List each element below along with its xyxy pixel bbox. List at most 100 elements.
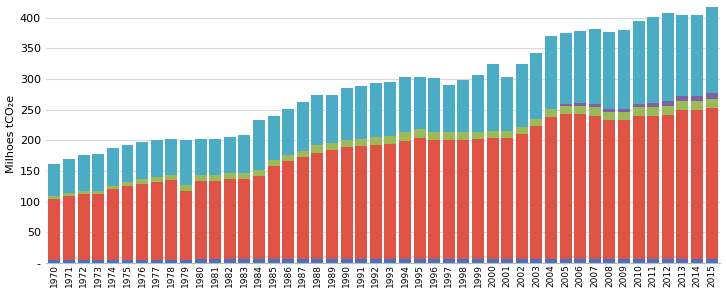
Bar: [501, 138, 513, 259]
Bar: [355, 259, 367, 263]
Bar: [632, 116, 645, 259]
Bar: [151, 260, 163, 263]
Bar: [326, 95, 338, 143]
Bar: [63, 193, 75, 196]
Bar: [706, 99, 718, 108]
Bar: [662, 259, 674, 263]
Bar: [677, 15, 688, 96]
Bar: [340, 147, 353, 259]
Bar: [545, 109, 557, 117]
Bar: [297, 151, 309, 157]
Bar: [107, 149, 119, 186]
Bar: [63, 159, 75, 193]
Bar: [589, 104, 601, 107]
Bar: [136, 184, 148, 260]
Bar: [545, 35, 557, 109]
Bar: [472, 75, 484, 132]
Bar: [618, 108, 630, 112]
Bar: [560, 33, 571, 104]
Bar: [428, 140, 440, 259]
Bar: [531, 259, 542, 263]
Bar: [516, 259, 528, 263]
Bar: [414, 138, 425, 259]
Bar: [355, 146, 367, 259]
Bar: [209, 259, 221, 263]
Bar: [574, 103, 586, 106]
Bar: [180, 191, 192, 260]
Bar: [166, 180, 177, 260]
Bar: [706, 108, 718, 259]
Bar: [603, 109, 616, 112]
Bar: [311, 153, 323, 259]
Bar: [355, 86, 367, 139]
Bar: [370, 259, 382, 263]
Bar: [282, 161, 294, 259]
Bar: [121, 182, 134, 186]
Bar: [238, 179, 250, 259]
Bar: [486, 131, 499, 138]
Bar: [589, 116, 601, 259]
Bar: [706, 93, 718, 99]
Bar: [691, 259, 703, 263]
Bar: [180, 140, 192, 185]
Bar: [560, 259, 571, 263]
Bar: [399, 259, 411, 263]
Bar: [224, 259, 236, 263]
Bar: [238, 135, 250, 173]
Bar: [516, 134, 528, 259]
Bar: [224, 179, 236, 259]
Bar: [691, 100, 703, 110]
Bar: [121, 260, 134, 263]
Bar: [531, 53, 542, 119]
Bar: [501, 259, 513, 263]
Bar: [49, 260, 60, 263]
Bar: [603, 120, 616, 259]
Bar: [618, 112, 630, 120]
Bar: [297, 102, 309, 151]
Bar: [691, 96, 703, 100]
Bar: [691, 15, 703, 96]
Bar: [706, 7, 718, 93]
Bar: [268, 116, 280, 160]
Bar: [677, 96, 688, 100]
Bar: [662, 13, 674, 101]
Bar: [166, 139, 177, 176]
Bar: [78, 154, 90, 191]
Bar: [238, 173, 250, 179]
Bar: [662, 101, 674, 106]
Bar: [92, 154, 105, 191]
Bar: [224, 137, 236, 173]
Bar: [282, 108, 294, 154]
Bar: [355, 139, 367, 146]
Bar: [486, 138, 499, 259]
Bar: [603, 259, 616, 263]
Bar: [457, 80, 470, 132]
Bar: [384, 136, 396, 144]
Bar: [472, 259, 484, 263]
Bar: [180, 185, 192, 191]
Bar: [195, 175, 206, 181]
Bar: [195, 259, 206, 263]
Bar: [457, 140, 470, 259]
Bar: [589, 30, 601, 104]
Bar: [677, 259, 688, 263]
Bar: [399, 132, 411, 141]
Bar: [92, 194, 105, 260]
Bar: [632, 259, 645, 263]
Bar: [311, 259, 323, 263]
Bar: [297, 157, 309, 259]
Bar: [370, 137, 382, 145]
Bar: [632, 21, 645, 104]
Bar: [706, 259, 718, 263]
Bar: [472, 132, 484, 139]
Bar: [136, 260, 148, 263]
Bar: [589, 259, 601, 263]
Bar: [136, 142, 148, 179]
Bar: [384, 144, 396, 259]
Bar: [78, 191, 90, 194]
Bar: [384, 82, 396, 136]
Bar: [560, 104, 571, 106]
Bar: [340, 140, 353, 147]
Bar: [78, 260, 90, 263]
Bar: [209, 139, 221, 175]
